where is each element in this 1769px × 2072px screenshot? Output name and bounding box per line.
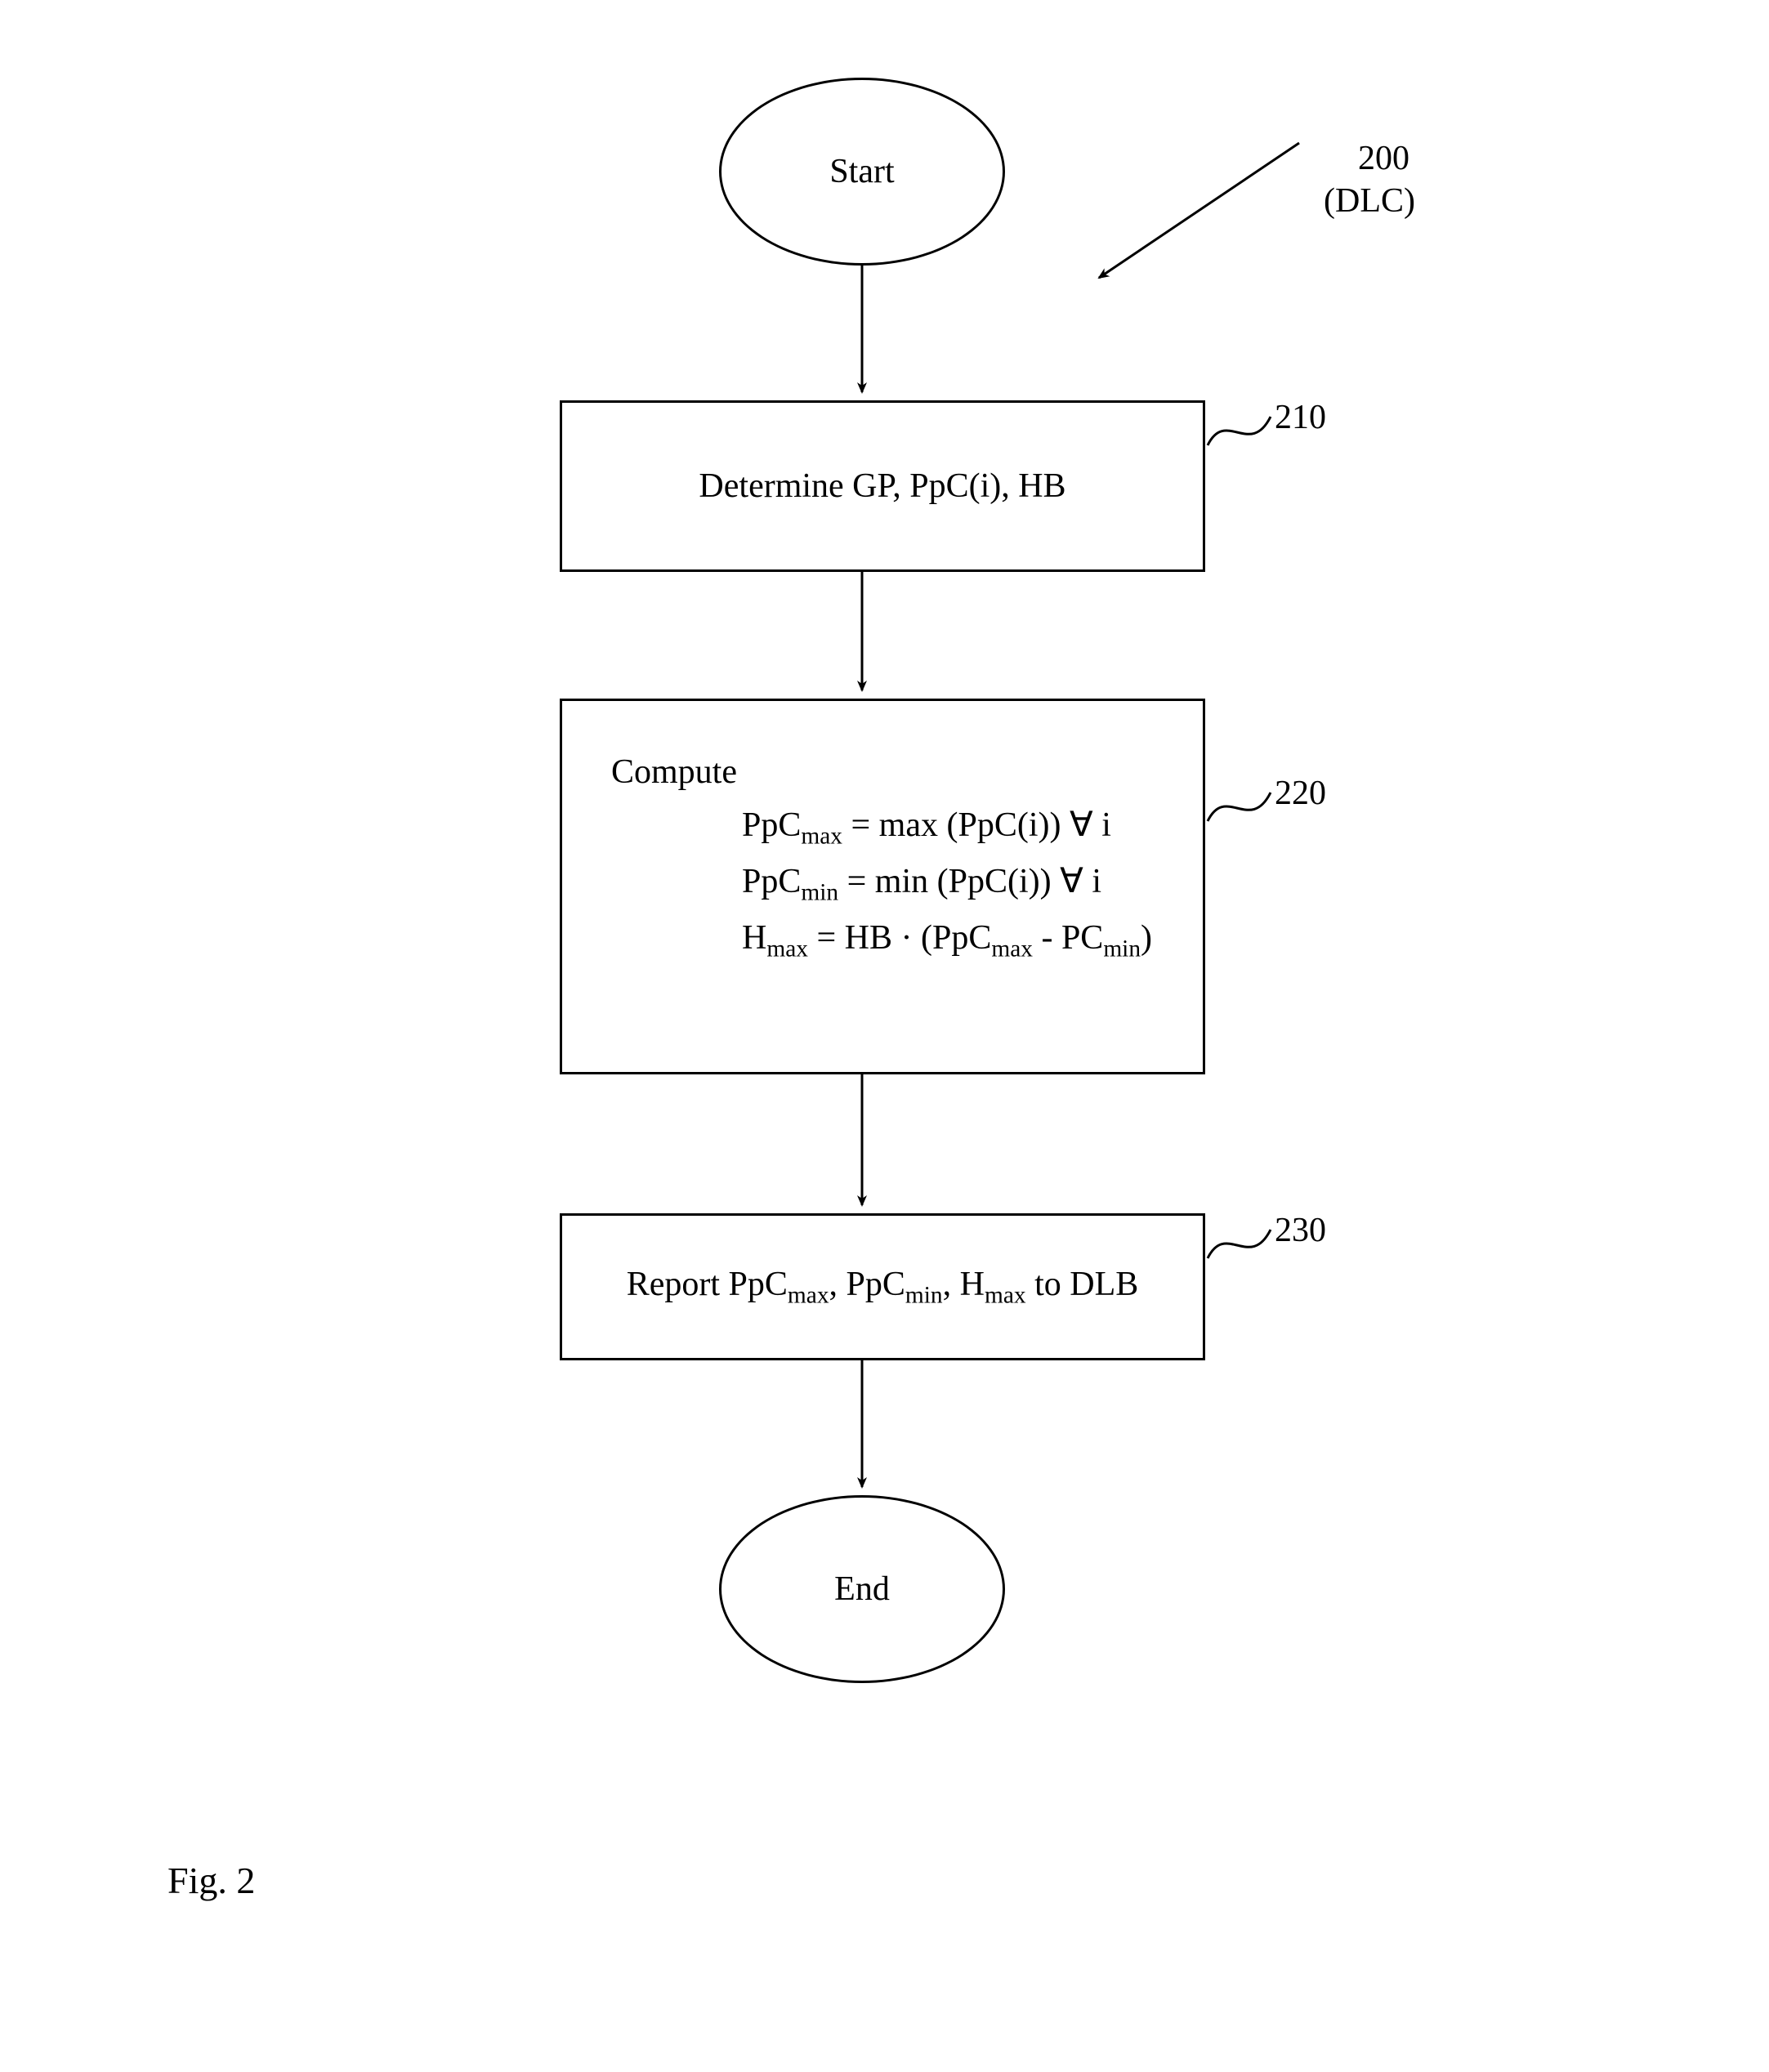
box-220: Compute PpCmax = max (PpC(i)) ∀ i PpCmin… [560, 699, 1205, 1074]
box-220-content: Compute PpCmax = max (PpC(i)) ∀ i PpCmin… [562, 746, 1203, 968]
box-210: Determine GP, PpC(i), HB [560, 400, 1205, 572]
ref-230-connector [1208, 1230, 1271, 1258]
ref-210-connector [1208, 417, 1271, 445]
compute-line-3: Hmax = HB · (PpCmax - PCmin) [611, 912, 1178, 968]
start-label: Start [829, 152, 894, 191]
start-node: Start [719, 78, 1005, 266]
figure-caption: Fig. 2 [168, 1859, 255, 1902]
compute-line-2: PpCmin = min (PpC(i)) ∀ i [611, 855, 1178, 912]
ref-230-label: 230 [1275, 1209, 1326, 1253]
ref-210-label: 210 [1275, 396, 1326, 440]
end-node: End [719, 1495, 1005, 1683]
box-210-text: Determine GP, PpC(i), HB [562, 467, 1203, 506]
compute-heading: Compute [611, 746, 1178, 799]
ref-200-label: 200(DLC) [1324, 94, 1415, 266]
end-label: End [834, 1570, 890, 1609]
compute-line-1: PpCmax = max (PpC(i)) ∀ i [611, 799, 1178, 855]
box-230-text: Report PpCmax, PpCmin, Hmax to DLB [562, 1265, 1203, 1309]
ref-220-connector [1208, 793, 1271, 821]
ref-220-label: 220 [1275, 772, 1326, 815]
box-230: Report PpCmax, PpCmin, Hmax to DLB [560, 1213, 1205, 1360]
ref-200-arrow [1099, 143, 1299, 278]
flowchart-canvas: Start Determine GP, PpC(i), HB Compute P… [0, 0, 1769, 2072]
